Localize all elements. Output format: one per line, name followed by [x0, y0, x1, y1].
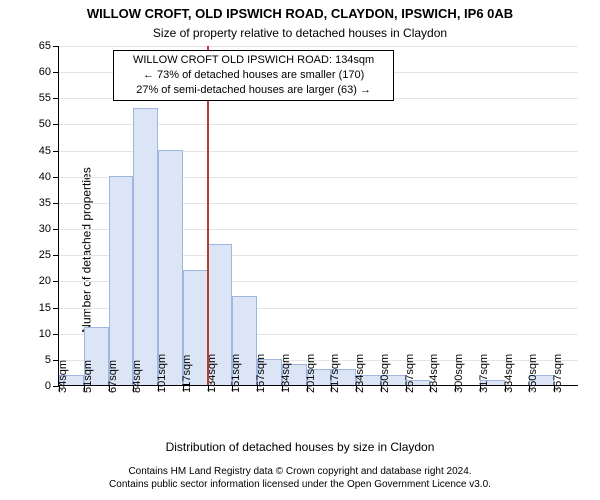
x-tick-label: 267sqm [404, 354, 416, 393]
annotation-line: WILLOW CROFT OLD IPSWICH ROAD: 134sqm [118, 53, 388, 68]
chart-subtitle: Size of property relative to detached ho… [0, 26, 600, 40]
annotation-line: 27% of semi-detached houses are larger (… [118, 83, 388, 98]
footer-line-2: Contains public sector information licen… [0, 479, 600, 492]
x-tick-label: 117sqm [181, 355, 193, 393]
histogram-chart: WILLOW CROFT, OLD IPSWICH ROAD, CLAYDON,… [0, 0, 600, 500]
footer-line-1: Contains HM Land Registry data © Crown c… [0, 466, 600, 479]
histogram-bar [109, 176, 134, 385]
y-tick-label: 65 [39, 40, 59, 52]
x-tick-label: 234sqm [354, 354, 366, 393]
x-tick-label: 51sqm [82, 360, 94, 393]
y-tick-label: 50 [39, 118, 59, 130]
y-tick-label: 35 [39, 197, 59, 209]
x-tick-label: 184sqm [280, 354, 292, 393]
x-axis-label: Distribution of detached houses by size … [0, 440, 600, 454]
annotation-box: WILLOW CROFT OLD IPSWICH ROAD: 134sqm← 7… [113, 50, 393, 101]
y-tick-label: 10 [39, 328, 59, 340]
x-tick-label: 151sqm [230, 354, 242, 393]
x-tick-label: 167sqm [255, 354, 267, 393]
plot-area: 0510152025303540455055606534sqm51sqm67sq… [58, 46, 578, 386]
chart-footer: Contains HM Land Registry data © Crown c… [0, 466, 600, 491]
x-tick-label: 250sqm [379, 354, 391, 393]
x-tick-label: 34sqm [57, 360, 69, 393]
annotation-line: ← 73% of detached houses are smaller (17… [118, 68, 388, 83]
x-tick-label: 217sqm [329, 354, 341, 393]
x-tick-label: 334sqm [503, 354, 515, 393]
x-tick-label: 284sqm [428, 354, 440, 393]
x-tick-label: 201sqm [305, 354, 317, 393]
x-tick-label: 350sqm [527, 354, 539, 393]
y-tick-label: 30 [39, 223, 59, 235]
y-tick-label: 15 [39, 302, 59, 314]
x-tick-label: 67sqm [107, 360, 119, 393]
x-tick-label: 101sqm [156, 354, 168, 393]
y-tick-label: 45 [39, 145, 59, 157]
x-tick-label: 367sqm [552, 354, 564, 393]
chart-title: WILLOW CROFT, OLD IPSWICH ROAD, CLAYDON,… [0, 6, 600, 21]
y-tick-label: 60 [39, 66, 59, 78]
gridline-h [59, 46, 578, 47]
x-tick-label: 317sqm [478, 354, 490, 393]
y-tick-label: 20 [39, 275, 59, 287]
x-tick-label: 84sqm [131, 360, 143, 393]
x-tick-label: 300sqm [453, 354, 465, 393]
histogram-bar [133, 108, 158, 385]
y-tick-label: 55 [39, 92, 59, 104]
y-tick-label: 25 [39, 249, 59, 261]
histogram-bar [158, 150, 183, 385]
y-tick-label: 40 [39, 171, 59, 183]
